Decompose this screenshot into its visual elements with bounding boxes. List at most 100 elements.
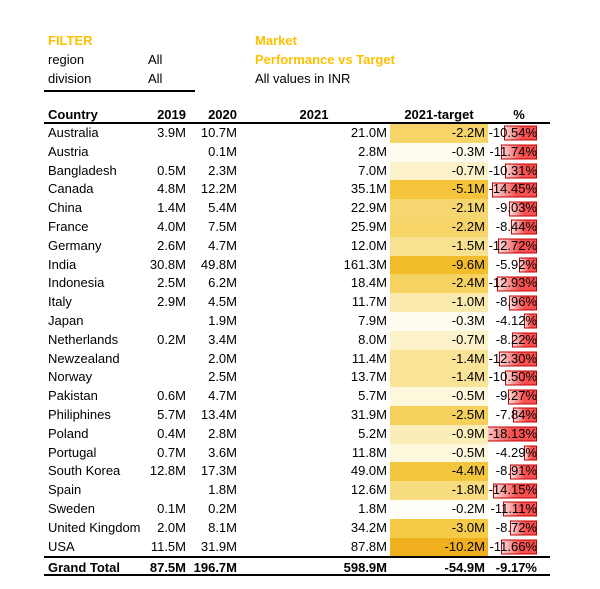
cell-2019: 1.4M bbox=[157, 200, 186, 216]
pct-value: -14.45% bbox=[488, 181, 537, 197]
cell-target: -2.5M bbox=[390, 405, 488, 425]
cell-2019: 0.5M bbox=[157, 162, 186, 178]
pct-data-bar bbox=[524, 313, 537, 329]
cell-2021: 11.4M bbox=[351, 350, 387, 366]
cell-2021: 7.9M bbox=[358, 312, 387, 328]
filter-region-value[interactable]: All bbox=[148, 52, 163, 67]
cell-country: Spain bbox=[48, 482, 82, 498]
cell-2021: 25.9M bbox=[350, 218, 387, 234]
cell-pct: -18.13% bbox=[488, 425, 550, 444]
cell-2021: 2.8M bbox=[358, 143, 387, 159]
cell-target: -4.4M bbox=[390, 462, 488, 482]
cell-2019 bbox=[140, 143, 186, 162]
cell-target: -0.3M bbox=[390, 311, 488, 331]
pct-data-bar bbox=[504, 125, 537, 141]
table-row: Netherlands 0.2M 3.4M 8.0M -0.7M -8.22% bbox=[44, 330, 550, 350]
grand-total-2020-value: 196.7M bbox=[193, 560, 237, 575]
cell-2019: 5.7M bbox=[157, 406, 186, 422]
pct-data-bar bbox=[509, 295, 537, 311]
cell-target: -2.2M bbox=[390, 217, 488, 237]
report-title-line2: Performance vs Target bbox=[255, 52, 395, 67]
pct-data-bar bbox=[510, 520, 537, 536]
pct-value: -10.50% bbox=[488, 369, 537, 385]
cell-2020: 10.7M bbox=[200, 125, 237, 140]
cell-2020: 2.5M bbox=[208, 369, 237, 385]
cell-2020: 7.5M bbox=[208, 218, 237, 234]
cell-country: Newzealand bbox=[48, 350, 120, 366]
cell-2019: 0.6M bbox=[157, 388, 186, 404]
pct-value: -8.44% bbox=[495, 218, 537, 234]
cell-pct: -5.92% bbox=[488, 256, 550, 275]
cell-2020: 0.1M bbox=[208, 143, 237, 159]
cell-2020: 5.4M bbox=[208, 200, 237, 216]
pct-data-bar bbox=[512, 407, 537, 423]
pct-value: -8.96% bbox=[495, 294, 537, 310]
cell-country: Austria bbox=[48, 143, 89, 159]
cell-target: -0.7M bbox=[390, 330, 488, 350]
cell-target: -9.6M bbox=[390, 255, 488, 275]
pct-data-bar bbox=[523, 445, 537, 461]
filter-row-division: division All bbox=[44, 69, 195, 88]
cell-2021: 18.4M bbox=[350, 275, 387, 291]
table-row: Bangladesh 0.5M 2.3M 7.0M -0.7M -10.31% bbox=[44, 161, 550, 181]
table-row: Austria 0.1M 2.8M -0.3M -11.74% bbox=[44, 142, 550, 162]
grand-total-label: Grand Total bbox=[48, 560, 120, 575]
cell-country: United Kingdom bbox=[48, 519, 140, 535]
cell-pct: -12.72% bbox=[488, 237, 550, 256]
cell-target: -0.7M bbox=[390, 161, 488, 181]
cell-2020: 2.8M bbox=[208, 425, 237, 441]
report-title-line1: Market bbox=[255, 33, 297, 48]
table-row: Sweden 0.1M 0.2M 1.8M -0.2M -11.11% bbox=[44, 499, 550, 519]
pct-data-bar bbox=[511, 332, 537, 348]
cell-2021: 13.7M bbox=[350, 369, 387, 385]
pct-value: -8.72% bbox=[495, 519, 537, 535]
filter-division-value[interactable]: All bbox=[148, 71, 163, 86]
column-header-2019: 2019 bbox=[157, 107, 186, 122]
pct-data-bar bbox=[502, 501, 537, 517]
table-row: Canada 4.8M 12.2M 35.1M -5.1M -14.45% bbox=[44, 180, 550, 200]
cell-country: Portugal bbox=[48, 444, 97, 460]
pct-value: -14.15% bbox=[488, 482, 537, 498]
cell-pct: -14.15% bbox=[488, 481, 550, 500]
cell-2021: 5.7M bbox=[358, 388, 387, 404]
cell-country: Poland bbox=[48, 425, 89, 441]
cell-country: France bbox=[48, 218, 89, 234]
pct-value: -4.29% bbox=[495, 444, 537, 460]
grand-total-pct-value: -9.17% bbox=[495, 560, 537, 575]
cell-2019: 0.7M bbox=[157, 444, 186, 460]
pct-value: -9.27% bbox=[495, 388, 537, 404]
cell-2020: 4.5M bbox=[208, 294, 237, 310]
pct-value: -11.11% bbox=[490, 500, 538, 516]
pct-data-bar bbox=[501, 539, 537, 555]
pct-data-bar bbox=[509, 464, 537, 480]
table-row: India 30.8M 49.8M 161.3M -9.6M -5.92% bbox=[44, 255, 550, 275]
table-row: USA 11.5M 31.9M 87.8M -10.2M -11.66% bbox=[44, 537, 550, 557]
filter-row-region: region All bbox=[44, 50, 195, 69]
cell-2019: 0.4M bbox=[157, 425, 186, 441]
pct-data-bar bbox=[508, 389, 537, 405]
cell-2019: 11.5M bbox=[150, 538, 186, 554]
cell-2019 bbox=[140, 312, 186, 331]
filter-region-label: region bbox=[48, 52, 85, 67]
cell-2020: 13.4M bbox=[200, 406, 237, 422]
cell-target: -1.4M bbox=[390, 368, 488, 388]
cell-2020: 2.0M bbox=[208, 350, 237, 366]
pct-value: -12.30% bbox=[488, 350, 537, 366]
pct-data-bar bbox=[499, 351, 537, 367]
table-row: United Kingdom 2.0M 8.1M 34.2M -3.0M -8.72% bbox=[44, 518, 550, 538]
pct-data-bar bbox=[509, 201, 537, 217]
cell-country: China bbox=[48, 200, 82, 216]
cell-country: India bbox=[48, 256, 77, 272]
cell-2019: 30.8M bbox=[149, 256, 186, 272]
cell-country: Indonesia bbox=[48, 275, 105, 291]
pct-value: -18.13% bbox=[488, 425, 537, 441]
cell-target: -1.0M bbox=[390, 293, 488, 312]
grand-total-target-value: -54.9M bbox=[444, 560, 485, 575]
cell-target: -0.2M bbox=[390, 499, 488, 519]
cell-pct: -11.74% bbox=[488, 143, 550, 162]
pct-data-bar bbox=[493, 483, 537, 499]
table-row: Philiphines 5.7M 13.4M 31.9M -2.5M -7.84% bbox=[44, 405, 550, 425]
cell-pct: -8.72% bbox=[488, 519, 550, 538]
grand-total-2019-value: 87.5M bbox=[149, 560, 186, 575]
filter-title: FILTER bbox=[48, 33, 93, 48]
